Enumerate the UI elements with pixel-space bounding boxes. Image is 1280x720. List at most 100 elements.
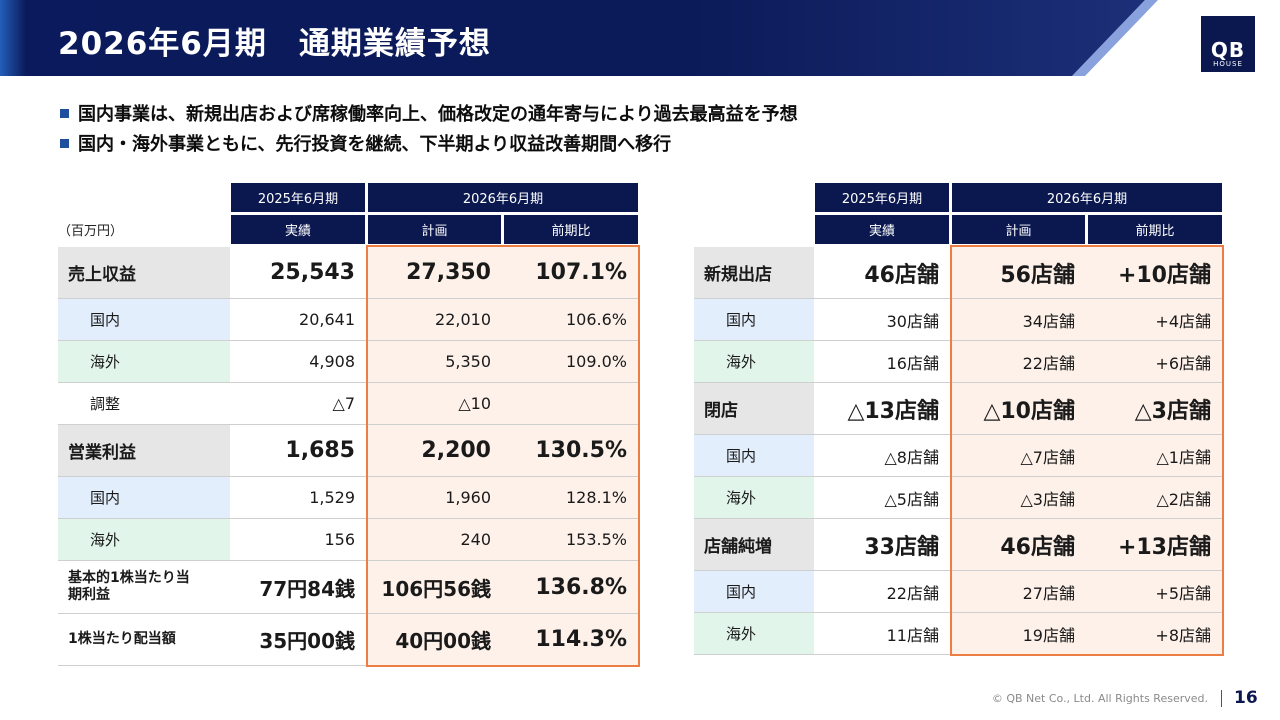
row-actual: 1,529: [309, 488, 355, 507]
row-actual: 46店舗: [864, 262, 939, 288]
table-row: 基本的1株当たり当期利益 77円84銭 106円56銭 136.8%: [58, 561, 638, 614]
row-plan: 22店舗: [950, 341, 1086, 382]
table-row: 海外 156 240 153.5%: [58, 519, 638, 561]
row-yoy: [502, 383, 638, 424]
row-label: 海外: [58, 519, 230, 560]
header-background: [0, 0, 1158, 76]
bullet-item: 国内・海外事業ともに、先行投資を継続、下半期より収益改善期間へ移行: [60, 128, 798, 158]
row-label: 海外: [694, 613, 814, 654]
bullet-item: 国内事業は、新規出店および席稼働率向上、価格改定の通年寄与により過去最高益を予想: [60, 98, 798, 128]
row-plan: 27,350: [366, 247, 502, 298]
row-label: 国内: [694, 435, 814, 476]
row-yoy: 130.5%: [502, 425, 638, 476]
right-col-actual: 実績: [815, 215, 949, 244]
row-actual: 77円84銭: [259, 576, 355, 601]
row-plan: 34店舗: [950, 299, 1086, 340]
row-label: 1株当たり配当額: [68, 631, 176, 647]
bullet-text: 国内事業は、新規出店および席稼働率向上、価格改定の通年寄与により過去最高益を予想: [78, 104, 798, 125]
row-yoy: +8店舗: [1086, 613, 1222, 654]
row-plan: 5,350: [366, 341, 502, 382]
row-actual: △7: [332, 394, 355, 413]
left-col-yoy: 前期比: [504, 215, 638, 244]
row-plan: 106円56銭: [366, 561, 502, 613]
logo-main-text: QB: [1210, 38, 1246, 62]
row-label: 店舗純増: [694, 519, 814, 570]
row-yoy: +10店舗: [1086, 247, 1222, 298]
row-yoy: +5店舗: [1086, 571, 1222, 612]
right-header-period-plan: 2026年6月期: [952, 183, 1222, 212]
bullet-square-icon: [60, 138, 69, 148]
row-yoy: △1店舗: [1086, 435, 1222, 476]
right-header-period-actual: 2025年6月期: [815, 183, 949, 212]
table-row: 国内 20,641 22,010 106.6%: [58, 299, 638, 341]
table-row: 調整 △7 △10: [58, 383, 638, 425]
row-label: 海外: [694, 477, 814, 518]
row-yoy: 109.0%: [502, 341, 638, 382]
table-row: 海外 11店舗 19店舗 +8店舗: [694, 613, 1222, 655]
copyright-text: © QB Net Co., Ltd. All Rights Reserved.: [991, 692, 1208, 705]
row-yoy: △2店舗: [1086, 477, 1222, 518]
row-label: 新規出店: [694, 247, 814, 298]
row-plan: 240: [366, 519, 502, 560]
row-actual: 1,685: [285, 438, 355, 463]
page-number: 16: [1234, 688, 1258, 708]
row-plan: 56店舗: [950, 247, 1086, 298]
table-row: 海外 △5店舗 △3店舗 △2店舗: [694, 477, 1222, 519]
row-plan: △10店舗: [950, 383, 1086, 434]
row-plan: △3店舗: [950, 477, 1086, 518]
row-plan: △7店舗: [950, 435, 1086, 476]
row-yoy: +4店舗: [1086, 299, 1222, 340]
row-yoy: 153.5%: [502, 519, 638, 560]
table-row: 国内 △8店舗 △7店舗 △1店舗: [694, 435, 1222, 477]
table-row: 閉店 △13店舗 △10店舗 △3店舗: [694, 383, 1222, 435]
row-plan: 22,010: [366, 299, 502, 340]
table-row: 営業利益 1,685 2,200 130.5%: [58, 425, 638, 477]
row-label: 国内: [694, 571, 814, 612]
row-label: 海外: [694, 341, 814, 382]
row-plan: 27店舗: [950, 571, 1086, 612]
summary-bullets: 国内事業は、新規出店および席稼働率向上、価格改定の通年寄与により過去最高益を予想…: [60, 98, 798, 158]
table-row: 国内 22店舗 27店舗 +5店舗: [694, 571, 1222, 613]
row-label: 国内: [58, 477, 230, 518]
row-yoy: 136.8%: [502, 561, 638, 613]
row-plan: 46店舗: [950, 519, 1086, 570]
company-logo: QB HOUSE: [1200, 15, 1256, 73]
row-actual: 33店舗: [864, 534, 939, 560]
row-label: 閉店: [694, 383, 814, 434]
row-label: 国内: [694, 299, 814, 340]
page-title: 2026年6月期 通期業績予想: [58, 26, 491, 62]
row-yoy: 106.6%: [502, 299, 638, 340]
row-yoy: △3店舗: [1086, 383, 1222, 434]
row-yoy: +6店舗: [1086, 341, 1222, 382]
row-actual: △5店舗: [884, 489, 940, 509]
right-col-plan: 計画: [952, 215, 1085, 244]
row-yoy: 114.3%: [502, 614, 638, 665]
row-plan: 1,960: [366, 477, 502, 518]
footer-divider: [1221, 690, 1222, 707]
table-row: 海外 16店舗 22店舗 +6店舗: [694, 341, 1222, 383]
row-plan: 40円00銭: [366, 614, 502, 665]
table-row: 新規出店 46店舗 56店舗 +10店舗: [694, 247, 1222, 299]
row-yoy: 107.1%: [502, 247, 638, 298]
row-label: 海外: [58, 341, 230, 382]
left-header-period-actual: 2025年6月期: [231, 183, 365, 212]
table-row: 売上収益 25,543 27,350 107.1%: [58, 247, 638, 299]
row-actual: 20,641: [299, 310, 355, 329]
row-plan: 2,200: [366, 425, 502, 476]
row-label: 営業利益: [58, 425, 230, 476]
table-row: 店舗純増 33店舗 46店舗 +13店舗: [694, 519, 1222, 571]
left-col-actual: 実績: [231, 215, 365, 244]
left-header-period-plan: 2026年6月期: [368, 183, 638, 212]
row-actual: △13店舗: [847, 398, 939, 424]
row-actual: 30店舗: [886, 311, 939, 331]
right-col-yoy: 前期比: [1088, 215, 1222, 244]
row-actual: △8店舗: [884, 447, 940, 467]
bullet-square-icon: [60, 108, 69, 118]
row-actual: 25,543: [270, 260, 355, 285]
table-row: 海外 4,908 5,350 109.0%: [58, 341, 638, 383]
logo-sub-text: HOUSE: [1213, 60, 1243, 68]
table-row: 国内 1,529 1,960 128.1%: [58, 477, 638, 519]
row-label: 調整: [58, 383, 230, 424]
row-yoy: +13店舗: [1086, 519, 1222, 570]
row-label: 国内: [58, 299, 230, 340]
